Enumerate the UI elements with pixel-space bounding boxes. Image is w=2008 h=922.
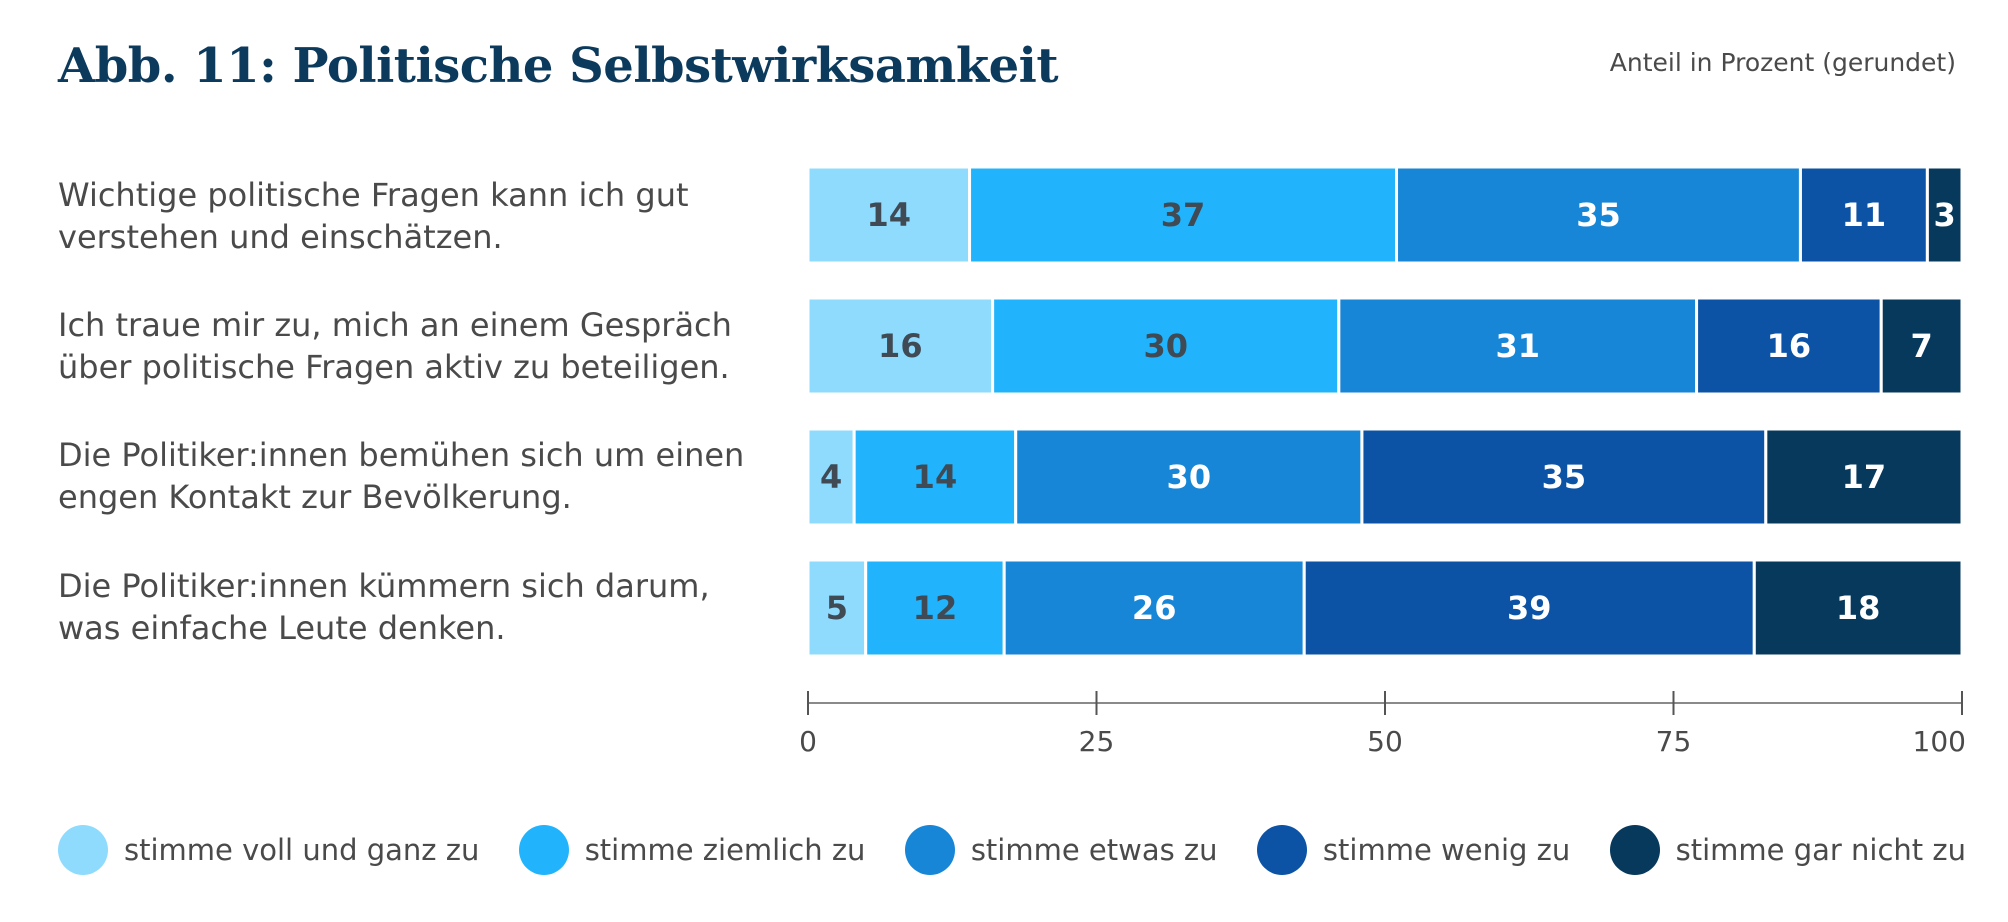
bar-segment-3-3 [1014,427,1364,527]
legend: stimme voll und ganz zu stimme ziemlich … [58,822,1966,878]
bar-segment-2-2 [991,296,1341,396]
row-label-2: Ich traue mir zu, mich an einem Gespräch… [58,304,758,388]
bar-value-label-2-3: 31 [1495,327,1540,365]
row-label-1-line-2: verstehen und einschätzen. [58,218,503,256]
row-label-3-line-2: engen Kontakt zur Bevölkerung. [58,478,572,516]
bar-value-label-3-1: 4 [820,458,842,496]
bar-value-label-4-4: 39 [1507,589,1552,627]
bar-value-label-1-5: 3 [1934,196,1956,234]
legend-item-3: stimme etwas zu [904,825,1218,875]
bar-value-label-3-4: 35 [1542,458,1587,496]
legend-swatch-5 [1609,825,1660,875]
row-label-2-line-2: über politische Fragen aktiv zu beteilig… [58,348,730,386]
bar-value-label-1-2: 37 [1161,196,1206,234]
legend-label-1: stimme voll und ganz zu [124,833,480,867]
row-label-2-line-1: Ich traue mir zu, mich an einem Gespräch [58,306,732,344]
bar-segment-4-3 [1002,558,1306,658]
bar-value-label-3-3: 30 [1167,458,1212,496]
chart-title: Abb. 11: Politische Selbstwirksamkeit [58,38,1059,94]
bar-segment-2-5 [1879,296,1964,396]
bar-value-label-1-1: 14 [867,196,912,234]
legend-item-1: stimme voll und ganz zu [58,825,479,875]
bar-segment-1-5 [1925,165,1964,265]
bar-value-label-4-2: 12 [913,589,958,627]
legend-swatch-1 [58,825,108,875]
bar-segment-4-5 [1752,558,1964,658]
x-tick-label-3: 50 [1367,725,1403,758]
row-label-1: Wichtige politische Fragen kann ich gut … [58,174,758,258]
bar-value-label-2-1: 16 [878,327,923,365]
chart-subtitle: Anteil in Prozent (gerundet) [1609,48,1956,77]
legend-label-2: stimme ziemlich zu [584,833,866,867]
bar-segment-2-3 [1337,296,1699,396]
legend-item-2: stimme ziemlich zu [518,825,866,875]
row-label-4: Die Politiker:innen kümmern sich darum, … [58,565,758,649]
bar-value-label-1-3: 35 [1576,196,1621,234]
legend-label-5: stimme gar nicht zu [1675,833,1966,867]
bar-segment-3-4 [1360,427,1768,527]
bar-segment-1-4 [1798,165,1929,265]
bar-value-label-3-2: 14 [913,458,958,496]
bar-segment-1-3 [1395,165,1802,265]
bar-segment-4-1 [806,558,868,658]
bar-value-label-1-4: 11 [1842,196,1887,234]
legend-label-3: stimme etwas zu [970,833,1218,867]
legend-label-4: stimme wenig zu [1322,833,1571,867]
bar-value-label-2-4: 16 [1767,327,1812,365]
row-label-3: Die Politiker:innen bemühen sich um eine… [58,434,758,518]
row-label-1-line-1: Wichtige politische Fragen kann ich gut [58,176,689,214]
row-label-3-line-1: Die Politiker:innen bemühen sich um eine… [58,436,745,474]
x-tick-label-1: 0 [799,725,817,758]
bar-value-label-4-5: 18 [1836,589,1881,627]
x-tick-label-4: 75 [1656,725,1692,758]
legend-swatch-4 [1256,825,1307,875]
row-label-4-line-2: was einfache Leute denken. [58,609,506,647]
legend-item-4: stimme wenig zu [1256,825,1571,875]
bar-value-label-4-3: 26 [1132,589,1177,627]
bar-segment-3-2 [852,427,1018,527]
row-label-4-line-1: Die Politiker:innen kümmern sich darum, [58,567,710,605]
bar-segment-3-5 [1764,427,1964,527]
legend-swatch-2 [518,825,569,875]
x-tick-label-2: 25 [1079,725,1115,758]
bar-value-label-3-5: 17 [1842,458,1887,496]
bar-value-label-2-2: 30 [1143,327,1188,365]
bar-segment-2-1 [806,296,995,396]
legend-swatch-3 [904,825,955,875]
legend-item-5: stimme gar nicht zu [1609,825,1966,875]
bar-value-label-4-1: 5 [826,589,848,627]
bar-segment-4-4 [1302,558,1756,658]
bar-value-label-2-5: 7 [1910,327,1932,365]
x-tick-label-5: 100 [1913,725,1966,758]
